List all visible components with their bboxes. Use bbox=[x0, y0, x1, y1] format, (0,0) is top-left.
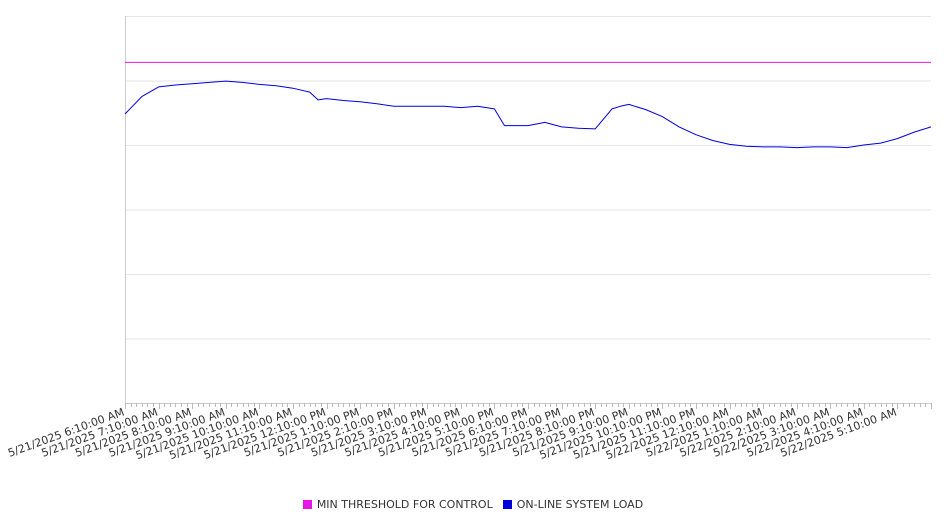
series-line-1 bbox=[124, 80, 932, 149]
series-lines bbox=[124, 61, 932, 149]
x-tick-labels: 5/21/2025 6:10:00 AM5/21/2025 7:10:00 AM… bbox=[6, 406, 898, 463]
gridlines bbox=[125, 16, 931, 340]
legend-label-threshold: MIN THRESHOLD FOR CONTROL bbox=[316, 498, 493, 511]
x-ticks bbox=[125, 403, 932, 409]
legend-item-load[interactable]: ON-LINE SYSTEM LOAD bbox=[502, 498, 644, 511]
legend-swatch-load bbox=[502, 500, 512, 509]
legend: MIN THRESHOLD FOR CONTROL ON-LINE SYSTEM… bbox=[0, 498, 946, 511]
legend-swatch-threshold bbox=[302, 500, 312, 509]
legend-label-load: ON-LINE SYSTEM LOAD bbox=[516, 498, 644, 511]
legend-item-threshold[interactable]: MIN THRESHOLD FOR CONTROL bbox=[302, 498, 493, 511]
